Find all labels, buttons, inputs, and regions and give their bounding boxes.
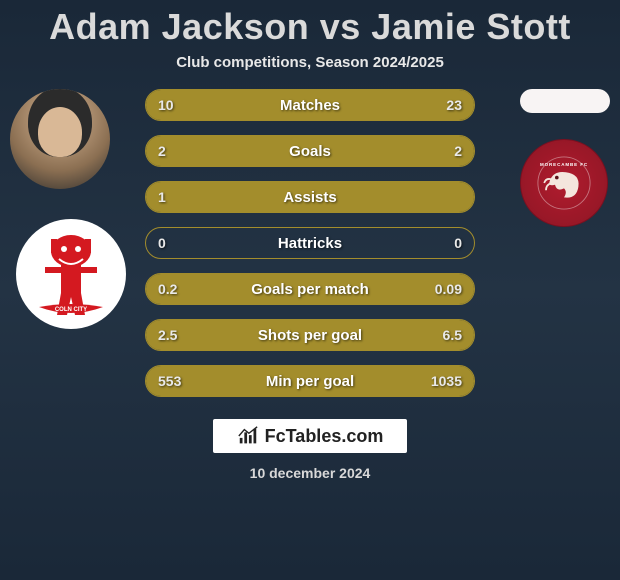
stat-value-right: 0.09	[435, 281, 462, 297]
shrimp-crest-icon: MORECAMBE FC	[537, 156, 591, 210]
stat-value-left: 1	[158, 189, 166, 205]
page-title: Adam Jackson vs Jamie Stott	[49, 6, 571, 48]
stat-value-right: 2	[454, 143, 462, 159]
stat-fill-right	[244, 90, 474, 120]
brand-text: FcTables.com	[265, 426, 384, 447]
club-left-badge: COLN CITY	[16, 219, 126, 329]
stat-label: Shots per goal	[258, 327, 362, 344]
stat-label: Goals	[289, 143, 331, 160]
stat-value-left: 553	[158, 373, 181, 389]
player-right-avatar	[520, 89, 610, 113]
footer: FcTables.com 10 december 2024	[213, 419, 408, 481]
club-right-badge: MORECAMBE FC	[520, 139, 608, 227]
content-area: COLN CITY MORECAMBE FC 10Matches232Goals…	[0, 89, 620, 397]
stat-row: 2.5 Shots per goal 6.5	[145, 319, 475, 351]
stat-value-right: 1035	[431, 373, 462, 389]
stat-row: 0 Hattricks 0	[145, 227, 475, 259]
stat-row: 1 Assists	[145, 181, 475, 213]
stat-value-left: 0	[158, 235, 166, 251]
comparison-card: Adam Jackson vs Jamie Stott Club competi…	[0, 0, 620, 580]
stat-row: 0.2 Goals per match 0.09	[145, 273, 475, 305]
stat-label: Assists	[283, 189, 336, 206]
stat-row: 2 Goals 2	[145, 135, 475, 167]
stat-label: Hattricks	[278, 235, 342, 252]
stat-value-right: 6.5	[443, 327, 462, 343]
svg-text:COLN CITY: COLN CITY	[55, 307, 87, 313]
stats-list: 10 Matches 23 2 Goals 2 1 Assists 0 Hattricks 0 0.2…	[145, 89, 475, 397]
stat-fill-left	[146, 136, 310, 166]
brand-badge[interactable]: FcTables.com	[213, 419, 408, 453]
stat-value-left: 2	[158, 143, 166, 159]
svg-text:MORECAMBE FC: MORECAMBE FC	[540, 162, 588, 167]
stat-label: Matches	[280, 97, 340, 114]
stat-label: Min per goal	[266, 373, 354, 390]
stat-value-right: 23	[446, 97, 462, 113]
stat-value-right: 0	[454, 235, 462, 251]
player-left-avatar	[10, 89, 110, 189]
stat-row: 10 Matches 23	[145, 89, 475, 121]
stat-value-left: 0.2	[158, 281, 177, 297]
stat-value-left: 2.5	[158, 327, 177, 343]
date-text: 10 december 2024	[250, 465, 371, 481]
stat-row: 553 Min per goal 1035	[145, 365, 475, 397]
chart-icon	[237, 425, 259, 447]
imp-crest-icon: COLN CITY	[31, 229, 111, 319]
stat-label: Goals per match	[251, 281, 369, 298]
page-subtitle: Club competitions, Season 2024/2025	[176, 54, 444, 71]
stat-fill-right	[310, 136, 474, 166]
stat-value-left: 10	[158, 97, 174, 113]
